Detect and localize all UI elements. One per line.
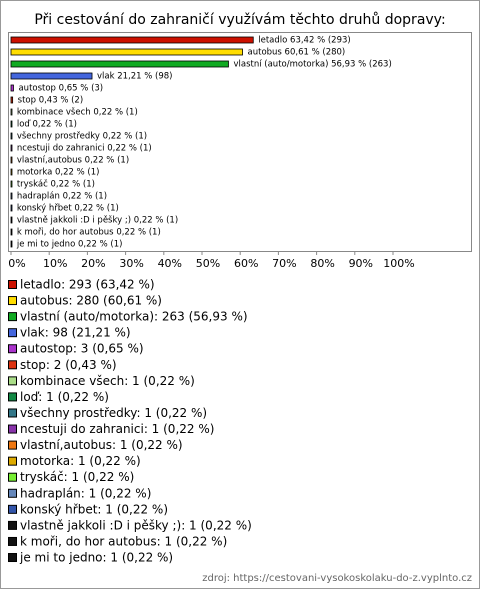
legend-swatch [8, 536, 17, 546]
legend-label: vlastní,autobus: 1 (0,22 %) [20, 438, 183, 452]
legend-label: ncestuji do zahranici: 1 (0,22 %) [20, 422, 214, 436]
legend-swatch [8, 408, 17, 418]
legend-label: vlak: 98 (21,21 %) [20, 326, 131, 340]
legend-swatch [8, 328, 17, 338]
x-tick-label: 20% [81, 257, 105, 270]
legend-swatch [8, 312, 17, 322]
bar-label: hadraplán 0,22 % (1) [17, 192, 107, 202]
legend-swatch [8, 440, 17, 450]
bar-label: ncestuji do zahranici 0,22 % (1) [17, 144, 152, 154]
legend-label: hadraplán: 1 (0,22 %) [20, 486, 151, 500]
legend-label: vlastní (auto/motorka): 263 (56,93 %) [20, 310, 248, 324]
legend-label: kombinace všech: 1 (0,22 %) [20, 374, 195, 388]
x-tick-label: 60% [234, 257, 258, 270]
bar-label: autostop 0,65 % (3) [18, 84, 103, 94]
bar-label: loď 0,22 % (1) [17, 120, 77, 130]
bar [10, 204, 13, 212]
source-note: zdroj: https://cestovani-vysokoskolaku-d… [202, 573, 472, 584]
bar [10, 144, 13, 152]
bar [10, 216, 13, 224]
legend-label: letadlo: 293 (63,42 %) [20, 278, 155, 292]
bar [10, 228, 13, 236]
bar-label: všechny prostředky 0,22 % (1) [17, 131, 147, 142]
bar-label: vlastní (auto/motorka) 56,93 % (263) [233, 60, 391, 70]
legend-swatch [8, 472, 17, 482]
legend-swatch [8, 424, 17, 434]
bar-label: konský hřbet 0,22 % (1) [17, 204, 119, 214]
bar [10, 48, 243, 56]
legend-label: konský hřbet: 1 (0,22 %) [20, 502, 168, 516]
bar [10, 108, 13, 116]
bar [10, 84, 14, 92]
bar [10, 120, 13, 128]
legend-swatch [8, 520, 17, 530]
legend-swatch [8, 360, 17, 370]
bar-label: kombinace všech 0,22 % (1) [17, 107, 138, 118]
bar [10, 192, 13, 200]
legend-label: vlastně jakkoli :D i pěšky ;): 1 (0,22 %… [20, 518, 252, 532]
plot-frame [8, 32, 472, 252]
chart-title: Při cestování do zahraničí využívám těch… [34, 12, 445, 28]
legend-label: autostop: 3 (0,65 %) [20, 342, 144, 356]
bar-label: je mi to jedno 0,22 % (1) [16, 240, 123, 250]
bar [10, 180, 13, 188]
legend-swatch [8, 376, 17, 386]
legend-swatch [8, 296, 17, 306]
legend-swatch [8, 504, 17, 514]
x-tick-label: 80% [310, 257, 334, 270]
legend-label: je mi to jedno: 1 (0,22 %) [19, 551, 173, 565]
bar [10, 72, 93, 80]
legend-label: loď: 1 (0,22 %) [20, 390, 109, 404]
bar [10, 132, 13, 140]
x-tick-label: 50% [196, 257, 220, 270]
x-tick-label: 10% [43, 257, 67, 270]
bar [10, 96, 14, 104]
bar-label: autobus 60,61 % (280) [248, 48, 346, 58]
x-tick-label: 30% [119, 257, 143, 270]
bar-label: vlastní,autobus 0,22 % (1) [17, 156, 129, 166]
x-tick-label: 70% [272, 257, 296, 270]
legend-swatch [8, 488, 17, 498]
bar-label: stop 0,43 % (2) [18, 96, 84, 106]
bar [10, 36, 254, 44]
x-tick-label: 100% [383, 257, 414, 270]
legend-label: stop: 2 (0,43 %) [20, 358, 117, 372]
legend-swatch [8, 392, 17, 402]
bar-label: tryskáč 0,22 % (1) [17, 179, 95, 190]
legend-label: motorka: 1 (0,22 %) [20, 454, 141, 468]
legend-swatch [8, 553, 17, 563]
legend-swatch [8, 344, 17, 354]
legend-label: autobus: 280 (60,61 %) [20, 294, 162, 308]
legend-swatch [8, 280, 17, 289]
x-tick-label: 40% [158, 257, 182, 270]
legend-label: všechny prostředky: 1 (0,22 %) [20, 406, 207, 420]
legend-swatch [8, 456, 17, 466]
legend-label: k moři, do hor autobus: 1 (0,22 %) [20, 534, 227, 548]
bar [10, 156, 13, 164]
x-tick-label: 0% [8, 257, 25, 270]
bar [10, 240, 13, 248]
legend-label: tryskáč: 1 (0,22 %) [20, 470, 134, 484]
bar-label: motorka 0,22 % (1) [17, 168, 100, 178]
bar-label: vlak 21,21 % (98) [97, 72, 173, 82]
bar-label: vlastně jakkoli :D i pěšky ;) 0,22 % (1) [17, 215, 178, 226]
bar-label: letadlo 63,42 % (293) [258, 36, 350, 46]
bar [10, 60, 229, 68]
x-tick-label: 90% [349, 257, 373, 270]
bar-label: k moři, do hor autobus 0,22 % (1) [17, 228, 161, 238]
bar [10, 168, 13, 176]
